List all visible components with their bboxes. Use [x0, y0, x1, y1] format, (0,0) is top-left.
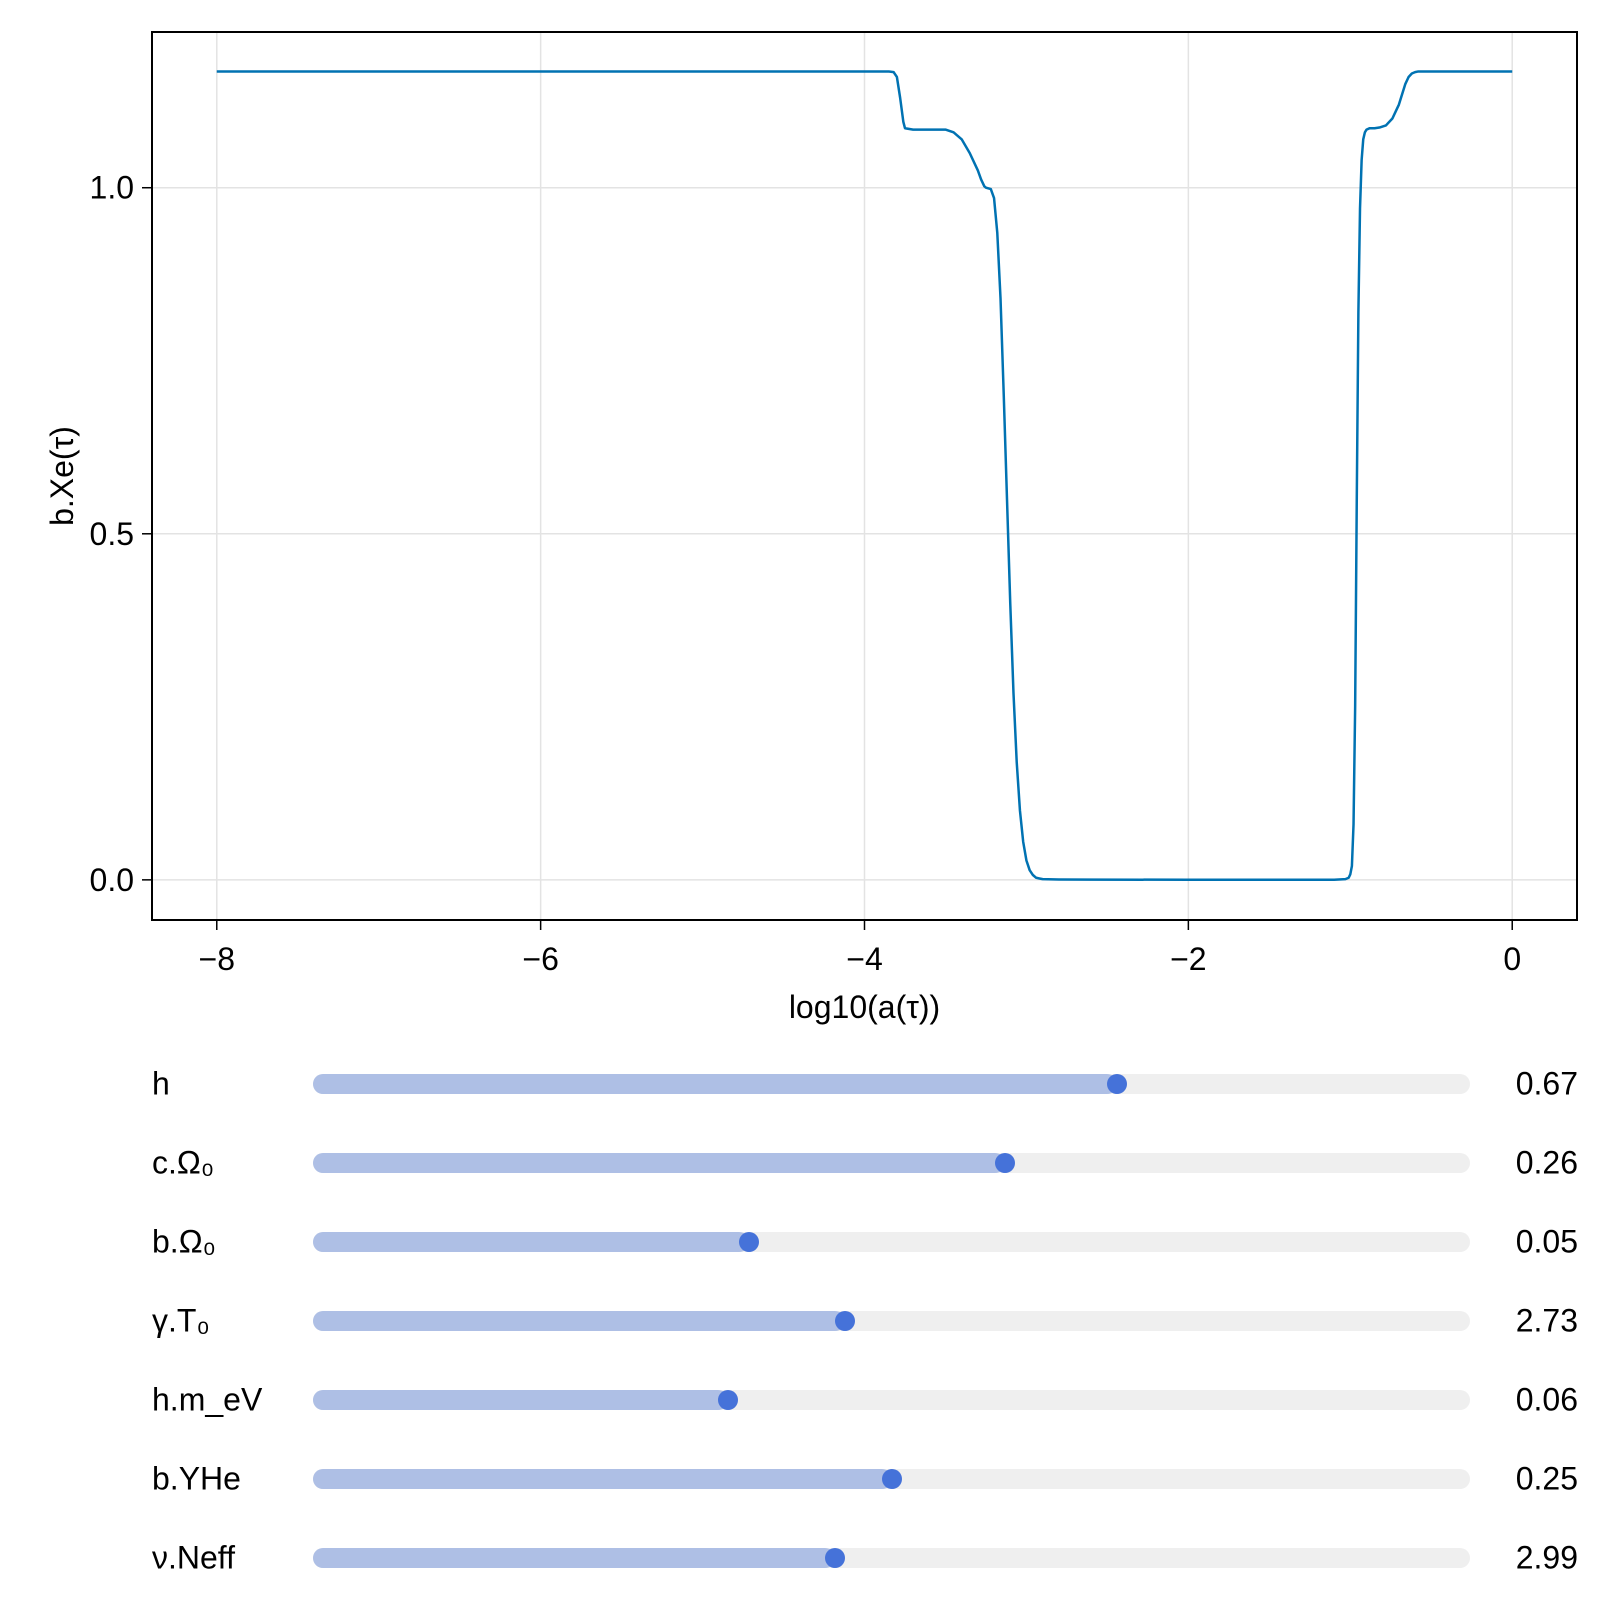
x-tick-label: 0: [1503, 941, 1521, 977]
slider-label: ν.Neff: [152, 1539, 235, 1576]
plot-area: [216, 70, 1513, 882]
slider-track[interactable]: [313, 1074, 1470, 1094]
x-tick-label: −8: [199, 941, 235, 977]
slider-fill: [313, 1311, 846, 1331]
series-line: [216, 70, 1513, 882]
slider-handle[interactable]: [824, 1548, 845, 1568]
grid-lines: [152, 32, 1577, 920]
slider-track[interactable]: [313, 1232, 1470, 1252]
slider-track[interactable]: [313, 1548, 1470, 1568]
slider-fill: [313, 1153, 1005, 1173]
slider-row: b.YHe 0.25: [0, 1449, 1600, 1509]
slider-handle[interactable]: [881, 1469, 902, 1489]
slider-row: c.Ω₀ 0.26: [0, 1133, 1600, 1193]
slider-fill: [313, 1390, 729, 1410]
slider-fill: [313, 1232, 750, 1252]
slider-row: ν.Neff 2.99: [0, 1528, 1600, 1588]
slider-value: 0.05: [1515, 1223, 1578, 1260]
x-tick-label: −2: [1170, 941, 1206, 977]
slider-fill: [313, 1469, 892, 1489]
slider-value: 0.26: [1515, 1144, 1578, 1181]
slider-handle[interactable]: [1107, 1074, 1128, 1094]
y-tick-label: 0.0: [90, 862, 134, 898]
axis-ticks: −8 −6 −4 −2 0 0.0 0.5 1.0: [90, 170, 1522, 977]
y-tick-label: 0.5: [90, 516, 134, 552]
slider-fill: [313, 1548, 835, 1568]
slider-label: b.Ω₀: [152, 1223, 216, 1260]
slider-label: h.m_eV: [152, 1381, 263, 1418]
slider-row: h 0.67: [0, 1054, 1600, 1114]
slider-track[interactable]: [313, 1469, 1470, 1489]
slider-row: γ.T₀ 2.73: [0, 1291, 1600, 1351]
slider-handle[interactable]: [835, 1311, 856, 1331]
x-axis-label: log10(a(τ)): [789, 989, 940, 1025]
slider-track[interactable]: [313, 1311, 1470, 1331]
slider-label: γ.T₀: [152, 1302, 210, 1339]
y-axis-label: b.Xe(τ): [44, 426, 80, 526]
parameter-sliders: h 0.67 c.Ω₀ 0.26 b.Ω₀ 0.05 γ.T₀ 2.73 h.m_eV 0.06 b…: [0, 1040, 1600, 1600]
slider-value: 2.99: [1515, 1539, 1578, 1576]
slider-fill: [313, 1074, 1118, 1094]
x-tick-label: −4: [846, 941, 882, 977]
slider-handle[interactable]: [718, 1390, 739, 1410]
y-tick-label: 1.0: [90, 170, 134, 206]
slider-label: h: [152, 1065, 170, 1102]
slider-track[interactable]: [313, 1390, 1470, 1410]
slider-label: b.YHe: [152, 1460, 241, 1497]
slider-track[interactable]: [313, 1153, 1470, 1173]
slider-handle[interactable]: [739, 1232, 760, 1252]
slider-value: 0.67: [1515, 1065, 1578, 1102]
xe-chart: −8 −6 −4 −2 0 0.0 0.5 1.0 log10(a(τ)) b.Xe(τ): [44, 31, 1578, 1025]
slider-row: b.Ω₀ 0.05: [0, 1212, 1600, 1272]
slider-value: 0.06: [1515, 1381, 1578, 1418]
slider-label: c.Ω₀: [152, 1144, 215, 1181]
slider-value: 0.25: [1515, 1460, 1578, 1497]
slider-row: h.m_eV 0.06: [0, 1370, 1600, 1430]
slider-handle[interactable]: [994, 1153, 1015, 1173]
x-tick-label: −6: [522, 941, 558, 977]
slider-value: 2.73: [1515, 1302, 1578, 1339]
